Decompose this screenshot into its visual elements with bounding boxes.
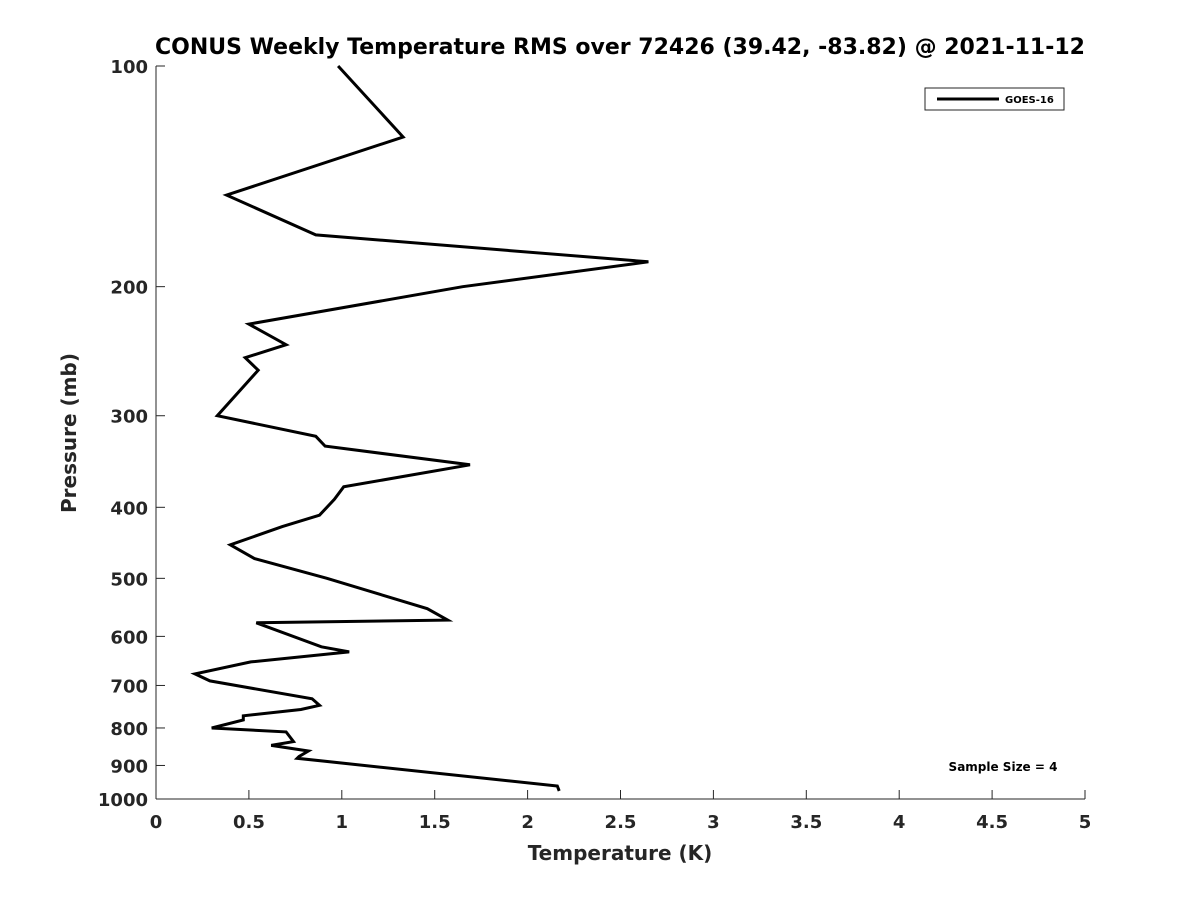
x-tick-label: 4	[893, 812, 906, 833]
y-tick-label: 200	[110, 278, 148, 299]
x-tick-label: 3.5	[790, 812, 822, 833]
x-tick-label: 1.5	[419, 812, 451, 833]
y-tick-label: 700	[110, 676, 148, 697]
x-tick-label: 0	[150, 812, 163, 833]
x-tick-label: 0.5	[233, 812, 265, 833]
y-tick-label: 1000	[98, 790, 148, 811]
legend-entry-label: GOES-16	[1005, 95, 1054, 106]
x-tick-label: 1	[336, 812, 349, 833]
y-tick-label: 600	[110, 627, 148, 648]
chart-title: CONUS Weekly Temperature RMS over 72426 …	[155, 35, 1085, 60]
legend: GOES-16	[924, 87, 1065, 111]
y-tick-label: 900	[110, 756, 148, 777]
y-axis-label: Pressure (mb)	[57, 353, 81, 513]
x-tick-label: 2	[521, 812, 534, 833]
series-layer	[190, 64, 649, 792]
x-tick-label: 4.5	[976, 812, 1008, 833]
y-tick-label: 300	[110, 407, 148, 428]
ticks: 0 0.5 1 1.5 2 2.5 3 3.5 4 4.5 5 100 200 300 400 500 600 7…	[98, 57, 1091, 833]
x-tick-label: 2.5	[605, 812, 637, 833]
y-tick-label: 500	[110, 569, 148, 590]
series-line-0	[190, 64, 649, 792]
x-tick-label: 3	[707, 812, 720, 833]
x-tick-label: 5	[1079, 812, 1092, 833]
y-tick-label: 100	[110, 57, 148, 78]
x-axis-label: Temperature (K)	[528, 841, 713, 865]
y-tick-label: 800	[110, 719, 148, 740]
y-tick-label: 400	[110, 498, 148, 519]
sample-size-annotation: Sample Size = 4	[949, 760, 1058, 774]
